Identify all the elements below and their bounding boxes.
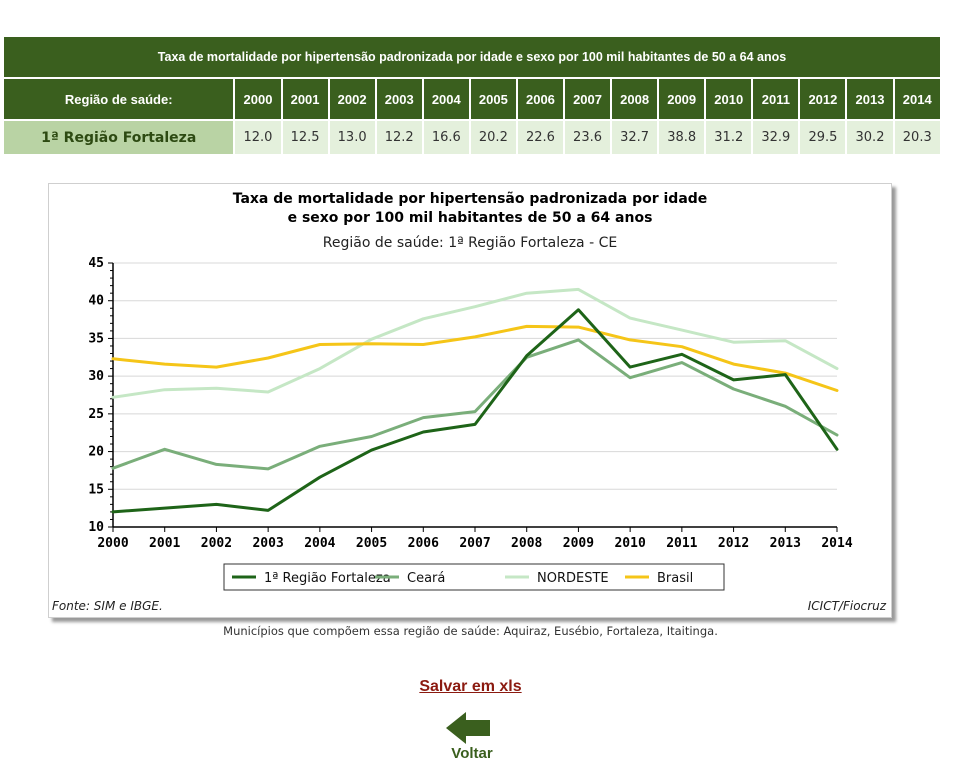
- year-header-2009: 2009: [657, 79, 705, 119]
- save-xls-link[interactable]: Salvar em xls: [419, 678, 522, 695]
- year-header-2005: 2005: [468, 79, 516, 119]
- x-tick-label: 2009: [563, 536, 594, 551]
- value-cell-2001: 12.5: [280, 119, 328, 154]
- year-header-2008: 2008: [610, 79, 658, 119]
- x-tick-label: 2006: [408, 536, 439, 551]
- region-column-header: Região de saúde:: [4, 79, 234, 119]
- value-cell-2012: 29.5: [798, 119, 846, 154]
- x-tick-label: 2004: [304, 536, 335, 551]
- back-label: Voltar: [451, 745, 493, 762]
- year-header-2011: 2011: [751, 79, 799, 119]
- chart-title-line1: Taxa de mortalidade por hipertensão padr…: [233, 191, 708, 207]
- value-cell-2014: 20.3: [892, 119, 940, 154]
- value-cell-2003: 12.2: [374, 119, 422, 154]
- y-tick-label: 20: [88, 445, 104, 460]
- y-tick-label: 30: [88, 369, 104, 384]
- chart-title-line2: e sexo por 100 mil habitantes de 50 a 64…: [288, 210, 653, 226]
- mortality-data-table: Taxa de mortalidade por hipertensão padr…: [4, 37, 940, 154]
- x-tick-label: 2002: [201, 536, 232, 551]
- x-tick-label: 2011: [666, 536, 697, 551]
- back-button[interactable]: Voltar: [440, 710, 504, 764]
- left-arrow-icon: [446, 712, 490, 744]
- value-cell-2005: 20.2: [468, 119, 516, 154]
- year-header-2014: 2014: [892, 79, 940, 119]
- x-tick-label: 2010: [614, 536, 645, 551]
- series-line-3: [111, 324, 839, 392]
- year-header-2002: 2002: [327, 79, 375, 119]
- year-header-2004: 2004: [421, 79, 469, 119]
- value-cell-2010: 31.2: [704, 119, 752, 154]
- legend-label-2: NORDESTE: [537, 571, 609, 586]
- year-header-2013: 2013: [845, 79, 893, 119]
- chart-source-left: Fonte: SIM e IBGE.: [52, 599, 163, 613]
- value-cell-2004: 16.6: [421, 119, 469, 154]
- year-header-2012: 2012: [798, 79, 846, 119]
- y-tick-label: 40: [88, 294, 104, 309]
- chart-subtitle: Região de saúde: 1ª Região Fortaleza - C…: [323, 235, 617, 251]
- x-tick-label: 2003: [252, 536, 283, 551]
- chart-panel: Taxa de mortalidade por hipertensão padr…: [48, 183, 892, 618]
- municipalities-caption: Municípios que compõem essa região de sa…: [223, 624, 718, 638]
- year-header-2003: 2003: [374, 79, 422, 119]
- y-tick-label: 10: [88, 520, 104, 535]
- x-tick-label: 2000: [97, 536, 128, 551]
- series-line-1: [111, 338, 839, 471]
- value-cell-2002: 13.0: [327, 119, 375, 154]
- year-header-2006: 2006: [515, 79, 563, 119]
- y-tick-label: 25: [88, 407, 104, 422]
- x-tick-label: 2013: [770, 536, 801, 551]
- y-tick-label: 15: [88, 482, 104, 497]
- legend-label-0: 1ª Região Fortaleza: [264, 571, 391, 586]
- x-tick-label: 2007: [459, 536, 490, 551]
- y-tick-label: 35: [88, 331, 104, 346]
- value-cell-2008: 32.7: [610, 119, 658, 154]
- series-line-2: [111, 287, 839, 399]
- year-header-2010: 2010: [704, 79, 752, 119]
- value-cell-2013: 30.2: [845, 119, 893, 154]
- table-title: Taxa de mortalidade por hipertensão padr…: [4, 37, 940, 79]
- x-tick-label: 2001: [149, 536, 180, 551]
- legend-label-3: Brasil: [657, 571, 693, 586]
- chart-source-right: ICICT/Fiocruz: [808, 599, 887, 613]
- line-chart: Taxa de mortalidade por hipertensão padr…: [52, 191, 887, 613]
- series-line-0: [111, 308, 839, 514]
- value-cell-2006: 22.6: [515, 119, 563, 154]
- x-tick-label: 2008: [511, 536, 542, 551]
- legend-label-1: Ceará: [407, 571, 445, 586]
- value-cell-2009: 38.8: [657, 119, 705, 154]
- year-header-2007: 2007: [562, 79, 611, 119]
- year-header-2000: 2000: [233, 79, 281, 119]
- region-name-cell: 1ª Região Fortaleza: [4, 119, 234, 154]
- value-cell-2000: 12.0: [233, 119, 281, 154]
- x-tick-label: 2014: [821, 536, 852, 551]
- year-header-2001: 2001: [280, 79, 328, 119]
- x-tick-label: 2005: [356, 536, 387, 551]
- value-cell-2011: 32.9: [751, 119, 799, 154]
- x-tick-label: 2012: [718, 536, 749, 551]
- y-tick-label: 45: [88, 256, 104, 271]
- value-cell-2007: 23.6: [562, 119, 611, 154]
